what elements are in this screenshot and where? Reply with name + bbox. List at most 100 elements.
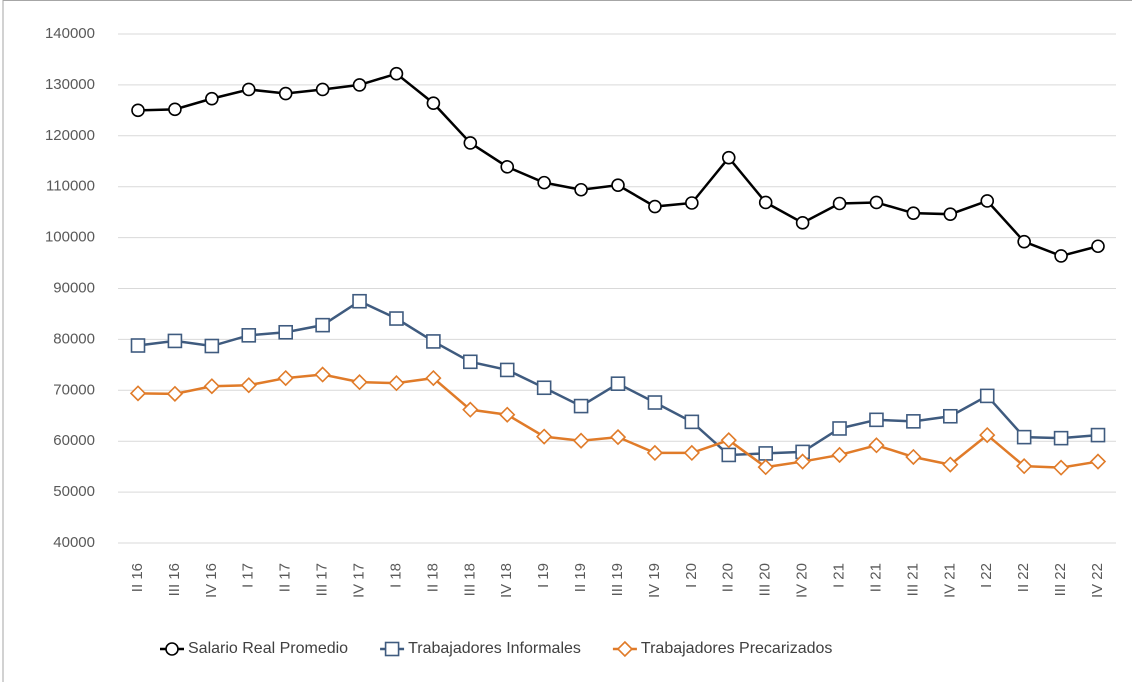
- y-tick-label: 40000: [53, 534, 95, 551]
- x-tick-label: I 19: [535, 563, 552, 588]
- x-tick-label: III 19: [609, 563, 626, 596]
- marker: [536, 428, 553, 445]
- marker: [500, 160, 515, 174]
- marker: [757, 459, 774, 476]
- x-tick-label: II 17: [277, 563, 294, 592]
- marker: [536, 380, 552, 396]
- marker: [389, 311, 404, 326]
- series-line: [137, 72, 1099, 258]
- marker: [205, 91, 219, 106]
- marker: [537, 175, 551, 190]
- x-tick-label: III 16: [166, 563, 183, 596]
- marker: [685, 196, 699, 210]
- marker: [389, 66, 404, 81]
- marker: [463, 354, 478, 370]
- y-tick-label: 70000: [53, 381, 95, 398]
- x-tick-label: IV 19: [646, 563, 663, 598]
- x-tick-label: IV 22: [1089, 563, 1106, 598]
- marker: [831, 446, 848, 464]
- marker: [278, 324, 293, 340]
- marker: [1052, 459, 1070, 476]
- marker: [1091, 239, 1105, 254]
- marker: [573, 398, 589, 414]
- marker: [1016, 458, 1033, 475]
- marker: [794, 453, 811, 470]
- x-tick-label: I 17: [240, 563, 257, 588]
- x-tick-label: II 21: [867, 563, 884, 592]
- x-tick-label: IV 18: [498, 563, 515, 598]
- marker: [315, 317, 330, 333]
- marker: [1089, 453, 1107, 470]
- marker: [906, 414, 921, 429]
- x-tick-label: II 18: [424, 563, 441, 592]
- marker: [905, 448, 922, 466]
- marker: [315, 82, 330, 97]
- marker: [832, 196, 847, 211]
- marker: [648, 199, 662, 214]
- marker: [1016, 429, 1032, 445]
- marker: [979, 426, 996, 444]
- y-tick-label: 90000: [53, 279, 95, 296]
- x-tick-label: II 22: [1015, 563, 1032, 592]
- legend: Salario Real Promedio Trabajadores Inform…: [160, 640, 832, 657]
- x-tick-label: I 20: [683, 563, 700, 588]
- marker: [647, 395, 663, 410]
- marker: [721, 447, 737, 463]
- marker: [165, 642, 179, 656]
- marker: [203, 378, 220, 395]
- x-tick-label: IV 21: [941, 563, 958, 598]
- marker: [130, 338, 146, 353]
- x-tick-label: IV 16: [203, 563, 220, 598]
- marker: [720, 432, 737, 449]
- marker: [832, 421, 847, 436]
- y-tick-label: 140000: [45, 25, 95, 42]
- marker: [277, 369, 294, 387]
- marker: [499, 406, 516, 423]
- marker: [351, 374, 368, 391]
- marker: [616, 640, 634, 658]
- marker: [204, 338, 220, 354]
- x-tick-label: II 20: [720, 563, 737, 592]
- marker: [906, 206, 921, 220]
- marker: [241, 82, 256, 97]
- marker: [499, 362, 515, 378]
- marker: [609, 428, 627, 446]
- legend-label: Trabajadores Informales: [408, 640, 581, 657]
- marker: [425, 369, 442, 387]
- x-tick-label: II 19: [572, 563, 589, 592]
- x-tick-label: III 21: [904, 563, 921, 596]
- x-tick-label: I 18: [387, 563, 404, 588]
- marker: [611, 178, 625, 192]
- marker: [168, 102, 182, 117]
- marker: [980, 194, 995, 208]
- marker: [1090, 427, 1106, 443]
- marker: [167, 333, 183, 349]
- marker: [683, 444, 700, 462]
- y-tick-label: 50000: [53, 483, 95, 500]
- marker: [868, 437, 885, 454]
- marker: [463, 136, 478, 150]
- y-tick-label: 130000: [45, 76, 95, 93]
- marker: [384, 641, 400, 657]
- marker: [314, 366, 331, 383]
- marker: [388, 375, 405, 392]
- marker: [795, 216, 810, 230]
- marker: [352, 293, 367, 309]
- y-tick-label: 60000: [53, 432, 95, 449]
- x-tick-label: IV 17: [351, 563, 368, 598]
- x-tick-label: I 21: [831, 563, 848, 588]
- marker: [684, 414, 700, 430]
- x-tick-label: III 20: [757, 563, 774, 596]
- marker: [979, 388, 995, 404]
- marker: [610, 376, 626, 391]
- legend-label: Trabajadores Precarizados: [641, 640, 833, 657]
- y-tick-label: 110000: [46, 178, 95, 195]
- marker: [241, 328, 257, 343]
- y-tick-label: 120000: [45, 127, 95, 144]
- marker: [131, 103, 145, 118]
- marker: [942, 456, 959, 473]
- marker: [352, 78, 367, 92]
- x-tick-label: III 22: [1052, 563, 1069, 596]
- x-tick-label: II 16: [129, 563, 146, 592]
